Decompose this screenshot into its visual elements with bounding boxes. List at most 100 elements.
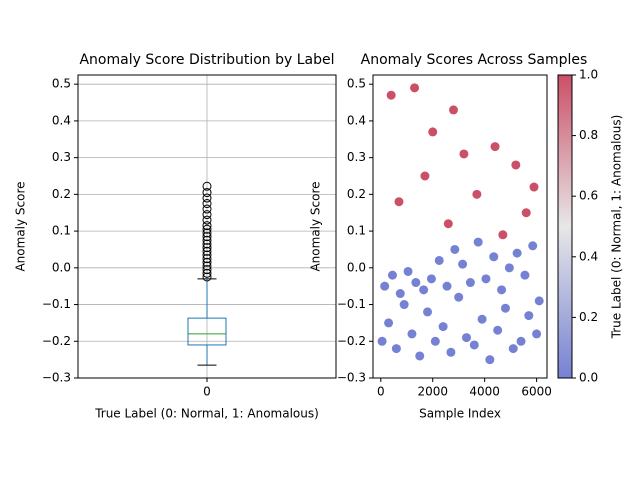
x-axis-label: Sample Index xyxy=(419,407,501,421)
colorbar-label: True Label (0: Normal, 1: Anomalous) xyxy=(610,115,624,340)
point xyxy=(410,83,420,93)
flier xyxy=(202,272,212,282)
point xyxy=(423,307,433,317)
point xyxy=(399,300,409,310)
flier xyxy=(202,268,212,278)
point xyxy=(387,270,397,280)
point xyxy=(395,289,405,299)
point xyxy=(426,274,436,284)
y-tick-label: 0.2 xyxy=(52,187,71,201)
point xyxy=(511,160,521,170)
y-tick-label: −0.1 xyxy=(42,297,71,311)
flier xyxy=(202,199,212,209)
flier xyxy=(202,188,212,198)
point xyxy=(469,340,479,350)
point xyxy=(411,278,421,288)
colorbar-tick-label: 1.0 xyxy=(579,68,598,82)
axes-frame xyxy=(372,74,548,379)
point xyxy=(380,281,390,291)
point xyxy=(490,142,500,152)
y-tick-label: −0.1 xyxy=(337,297,366,311)
point xyxy=(497,285,507,295)
point xyxy=(419,285,429,295)
point xyxy=(489,252,499,262)
flier xyxy=(202,239,212,249)
flier xyxy=(202,193,212,203)
point xyxy=(485,355,495,365)
colorbar-tick-label: 0.0 xyxy=(579,371,598,385)
y-tick-label: 0.1 xyxy=(52,224,71,238)
y-tick-label: 0.0 xyxy=(52,260,71,274)
chart-title: Anomaly Scores Across Samples xyxy=(361,52,588,68)
point xyxy=(438,322,448,332)
point xyxy=(516,336,526,346)
x-tick-label: 4000 xyxy=(469,385,500,399)
flier xyxy=(202,228,212,238)
point xyxy=(520,270,530,280)
point xyxy=(428,127,438,137)
box xyxy=(187,317,227,346)
y-tick-label: 0.2 xyxy=(347,187,366,201)
point xyxy=(454,292,464,302)
y-tick-label: 0.0 xyxy=(347,260,366,274)
y-tick-label: −0.3 xyxy=(42,371,71,385)
flier xyxy=(202,250,212,260)
point xyxy=(521,208,531,218)
flier xyxy=(202,261,212,271)
point xyxy=(481,274,491,284)
y-tick-label: 0.3 xyxy=(347,150,366,164)
point xyxy=(465,278,475,288)
flier xyxy=(202,243,212,253)
x-tick-label: 2000 xyxy=(417,385,448,399)
point xyxy=(524,311,534,321)
y-tick-label: 0.3 xyxy=(52,150,71,164)
y-tick-label: 0.4 xyxy=(347,113,366,127)
point xyxy=(534,296,544,306)
colorbar-tick-label: 0.6 xyxy=(579,189,598,203)
point xyxy=(407,329,417,339)
point xyxy=(443,219,453,229)
point xyxy=(512,248,522,258)
point xyxy=(459,149,469,159)
y-tick-label: 0.1 xyxy=(347,224,366,238)
chart-title: Anomaly Score Distribution by Label xyxy=(79,52,334,68)
point xyxy=(458,259,468,269)
point xyxy=(442,281,452,291)
point xyxy=(472,189,482,199)
flier xyxy=(202,235,212,245)
colorbar xyxy=(557,74,573,379)
point xyxy=(386,90,396,100)
point xyxy=(430,336,440,346)
flier xyxy=(202,232,212,242)
point xyxy=(434,255,444,265)
flier xyxy=(202,254,212,264)
point xyxy=(377,336,387,346)
flier xyxy=(202,221,212,231)
y-tick-label: 0.5 xyxy=(52,77,71,91)
colorbar-tick-label: 0.2 xyxy=(579,310,598,324)
flier xyxy=(202,265,212,275)
point xyxy=(528,241,538,251)
x-tick-label: 6000 xyxy=(521,385,552,399)
y-tick-label: 0.4 xyxy=(52,113,71,127)
flier xyxy=(202,257,212,267)
point xyxy=(394,197,404,207)
point xyxy=(449,105,459,115)
point xyxy=(403,266,413,276)
y-tick-label: −0.2 xyxy=(42,334,71,348)
y-tick-label: 0.5 xyxy=(347,77,366,91)
flier xyxy=(202,181,212,191)
point xyxy=(493,325,503,335)
point xyxy=(498,230,508,240)
axes-frame xyxy=(77,74,337,379)
point xyxy=(529,182,539,192)
point xyxy=(450,244,460,254)
y-tick-label: −0.2 xyxy=(337,334,366,348)
point xyxy=(384,318,394,328)
x-axis-label: True Label (0: Normal, 1: Anomalous) xyxy=(94,407,319,421)
point xyxy=(504,263,514,273)
x-tick-label: 0 xyxy=(203,385,211,399)
point xyxy=(508,344,518,354)
point xyxy=(461,333,471,343)
